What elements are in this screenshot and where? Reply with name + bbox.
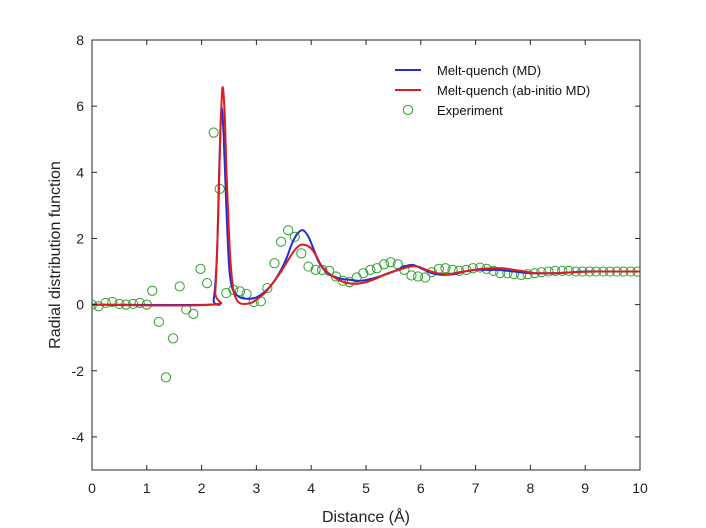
experiment-point (160, 372, 172, 383)
y-tick-label: -2 (72, 363, 85, 379)
experiment-point (289, 231, 300, 242)
experiment-point (406, 270, 417, 281)
experiment-point (234, 286, 246, 297)
experiment-point (153, 316, 164, 327)
x-tick-label: 2 (198, 480, 206, 496)
experiment-point (385, 257, 396, 268)
experiment-point (221, 287, 232, 299)
legend-label: Experiment (437, 103, 503, 118)
y-tick-label: 0 (76, 297, 84, 313)
y-tick-label: 4 (76, 164, 84, 180)
y-tick-label: 8 (76, 32, 84, 48)
experiment-point (310, 264, 321, 275)
y-tick-label: -4 (72, 429, 85, 445)
x-axis-title: Distance (Å) (322, 507, 410, 526)
y-tick-label: 2 (76, 230, 84, 246)
experiment-point (412, 271, 424, 282)
experiment-point (303, 261, 314, 272)
experiment-point (269, 258, 280, 269)
x-tick-label: 7 (472, 480, 480, 496)
experiment-point (100, 297, 111, 309)
experiment-point (174, 281, 185, 292)
x-tick-label: 4 (307, 480, 315, 496)
experiment-point (358, 268, 369, 279)
experiment-point (536, 267, 547, 278)
experiment-point (208, 127, 219, 138)
experiment-point (134, 297, 145, 309)
experiment-point (275, 236, 287, 247)
experiment-point (378, 259, 390, 270)
experiment-point (549, 265, 561, 276)
y-axis-title: Radial distribution function (47, 161, 64, 349)
experiment-point (283, 225, 294, 236)
legend-label: Melt-quench (MD) (437, 63, 541, 78)
experiment-point (188, 308, 199, 319)
x-tick-label: 0 (88, 480, 96, 496)
experiment-point (543, 266, 554, 277)
experiment-point (563, 265, 574, 276)
x-tick-label: 10 (632, 480, 648, 496)
legend-label: Melt-quench (ab-initio MD) (437, 83, 590, 98)
axis-ticks: 0 1 2 3 4 5 6 7 8 9 10 -4 -2 0 2 4 6 8 (72, 32, 648, 496)
experiment-point (467, 263, 478, 274)
experiment-point (296, 248, 307, 259)
experiment-point (365, 264, 376, 275)
experiment-point (168, 333, 179, 344)
experiment-point (262, 282, 273, 294)
series-layer (92, 86, 640, 383)
experiment-point (420, 272, 431, 283)
experiment-point (201, 278, 213, 289)
x-tick-label: 1 (143, 480, 151, 496)
experiment-point (440, 263, 451, 274)
x-tick-label: 8 (527, 480, 535, 496)
experiment-point (557, 265, 568, 276)
legend: Melt-quench (MD) Melt-quench (ab-initio M… (395, 63, 590, 118)
experiment-point (474, 262, 486, 273)
x-tick-label: 9 (581, 480, 589, 496)
experiment-point (93, 301, 104, 312)
x-tick-label: 3 (253, 480, 261, 496)
plot-area (91, 39, 641, 471)
experiment-point (107, 296, 118, 308)
abinitio-series-line (92, 86, 640, 307)
x-tick-label: 6 (417, 480, 425, 496)
x-tick-label: 5 (362, 480, 370, 496)
experiment-point (147, 285, 158, 296)
legend-swatch (402, 104, 414, 116)
experiment-point (195, 263, 206, 274)
y-tick-label: 6 (76, 98, 84, 114)
